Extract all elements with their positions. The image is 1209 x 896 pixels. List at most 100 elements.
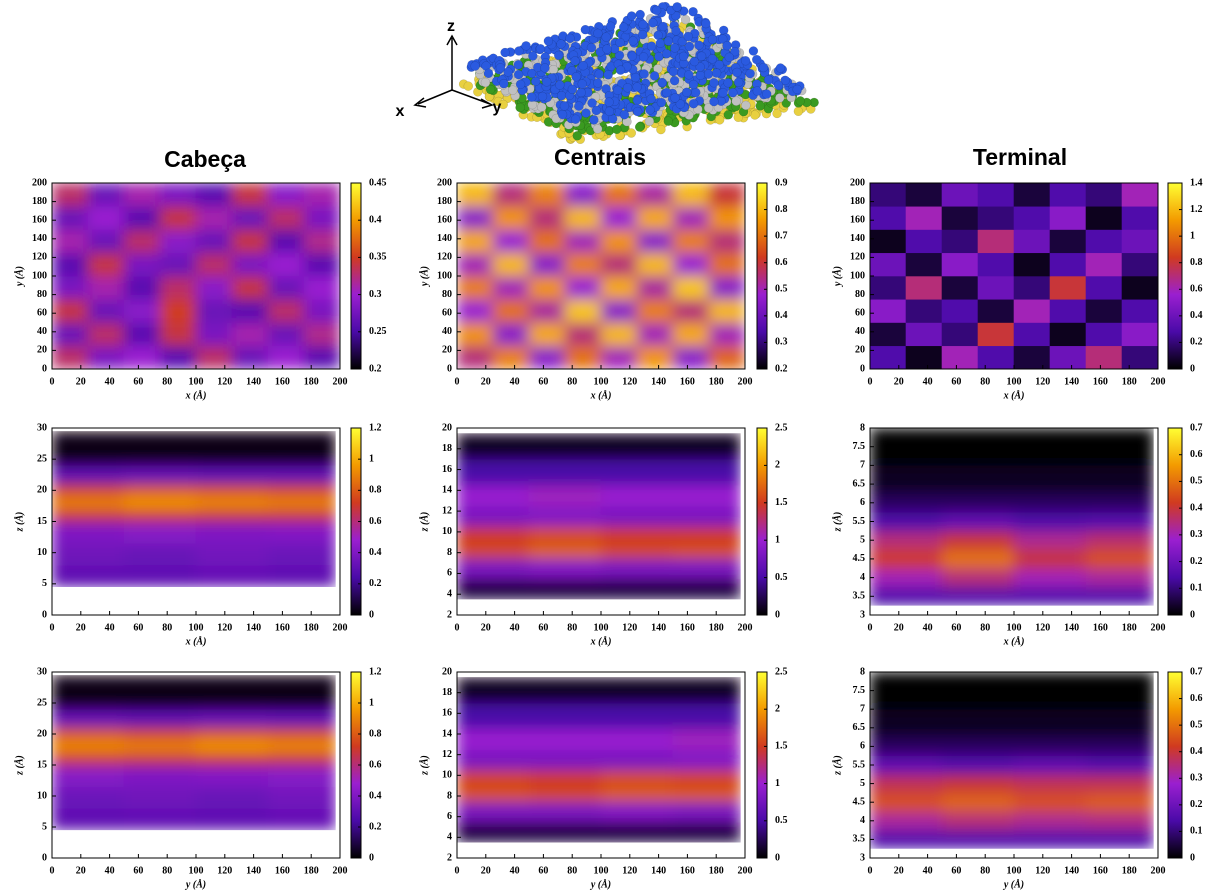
heatmap-cell <box>1086 774 1154 793</box>
heatmap-cell <box>457 322 494 346</box>
heatmap-cell <box>160 229 197 253</box>
y-tick-label: 20 <box>855 345 865 356</box>
colorbar-tick-label: 0.5 <box>775 815 788 826</box>
heatmap-cell <box>196 206 233 230</box>
heatmap-cell <box>268 728 336 741</box>
heatmap-cell <box>709 345 746 369</box>
y-tick-label: 6 <box>860 741 865 752</box>
heatmap-cell <box>268 675 336 710</box>
heatmap-cell <box>1050 299 1087 323</box>
heatmap-cell <box>124 765 197 787</box>
heatmap-cell <box>232 322 269 346</box>
heatmap-cell <box>88 299 125 323</box>
x-tick-label: 180 <box>709 376 724 387</box>
heatmap-cell <box>268 565 336 587</box>
heatmap-cell <box>942 737 1015 756</box>
heatmap-cell <box>529 801 602 822</box>
heatmap-cell <box>870 465 943 494</box>
x-tick-label: 20 <box>481 865 491 876</box>
x-axis-label: x (Å) <box>1003 389 1025 401</box>
colorbar-tick-label: 1 <box>775 534 780 545</box>
heatmap-cell <box>673 729 741 750</box>
heatmap-cell <box>601 299 638 323</box>
heatmap-cell <box>52 484 125 497</box>
heatmap-cell <box>942 793 1015 812</box>
heatmap-cell <box>268 206 305 230</box>
heatmap-cell <box>196 740 269 753</box>
heatmap-cell <box>529 485 602 506</box>
x-tick-label: 120 <box>217 865 232 876</box>
heatmap-cell <box>457 526 530 547</box>
heatmap-cell <box>870 276 907 300</box>
heatmap-cell-group <box>870 183 1159 370</box>
y-tick-label: 120 <box>32 252 47 263</box>
heatmap-cell <box>52 183 89 207</box>
y-tick-label: 3.5 <box>853 834 866 845</box>
colorbar-tick-label: 0.6 <box>1190 693 1203 704</box>
heatmap-cell <box>196 509 269 522</box>
heatmap-cell <box>52 765 125 787</box>
x-tick-label: 200 <box>1151 622 1166 633</box>
heatmap-cell <box>942 299 979 323</box>
x-tick-label: 60 <box>538 865 548 876</box>
heatmap-cell <box>232 183 269 207</box>
colorbar-tick-label: 0 <box>1190 852 1195 863</box>
y-tick-label: 20 <box>37 728 47 739</box>
colorbar-tick-label: 0 <box>775 852 780 863</box>
heatmap-cell <box>673 791 741 802</box>
heatmap-cell <box>601 770 674 791</box>
heatmap-cell <box>601 703 674 729</box>
heatmap-cell <box>529 299 566 323</box>
x-tick-label: 140 <box>1064 865 1079 876</box>
x-tick-label: 20 <box>894 622 904 633</box>
heatmap-cell <box>52 509 125 522</box>
x-tick-label: 40 <box>510 865 520 876</box>
heatmap-cell <box>673 578 741 599</box>
y-tick-label: 20 <box>37 345 47 356</box>
heatmap-cell <box>1122 345 1159 369</box>
x-tick-label: 0 <box>50 622 55 633</box>
schematic <box>459 2 819 144</box>
heatmap-cell <box>1122 322 1159 346</box>
heatmap-cell <box>124 345 161 369</box>
heatmap-cell <box>870 568 943 587</box>
y-tick-label: 10 <box>442 770 452 781</box>
colorbar-tick-label: 1 <box>369 453 374 464</box>
heatmap-cell <box>457 345 494 369</box>
heatmap-cell <box>942 493 1015 512</box>
x-tick-label: 100 <box>1007 376 1022 387</box>
heatmap-cell <box>870 428 943 466</box>
heatmap-cell <box>870 755 943 774</box>
y-tick-label: 140 <box>32 233 47 244</box>
heatmap-cell <box>1086 322 1123 346</box>
heatmap-cell <box>529 345 566 369</box>
heatmap-cell <box>870 709 943 738</box>
x-axis-label: x (Å) <box>1003 635 1025 647</box>
heatmap-cell <box>709 229 746 253</box>
heatmap-cell <box>601 206 638 230</box>
heatmap-cell <box>268 808 336 830</box>
heatmap-cell <box>124 496 197 509</box>
heatmap-cell <box>1086 276 1123 300</box>
heatmap-cell <box>52 345 89 369</box>
heatmap-cell <box>673 299 710 323</box>
schematic-axis-label: x <box>396 103 405 120</box>
heatmap-cell <box>1086 672 1154 710</box>
heatmap-cell <box>870 206 907 230</box>
heatmap-cell <box>942 512 1015 531</box>
heatmap-cell <box>1014 774 1087 793</box>
heatmap-cell <box>529 749 602 770</box>
heatmap-cell <box>493 183 530 207</box>
heatmap-cell <box>565 299 602 323</box>
heatmap-cell <box>601 433 674 460</box>
x-tick-label: 200 <box>738 622 753 633</box>
heatmap-cell <box>1014 793 1087 812</box>
x-tick-label: 120 <box>622 622 637 633</box>
y-tick-label: 18 <box>442 687 452 698</box>
x-tick-label: 200 <box>738 376 753 387</box>
heatmap-cell <box>124 465 197 484</box>
schematic-axis-label: y <box>493 99 502 116</box>
x-tick-label: 180 <box>1122 376 1137 387</box>
heatmap-cell <box>1014 568 1087 587</box>
